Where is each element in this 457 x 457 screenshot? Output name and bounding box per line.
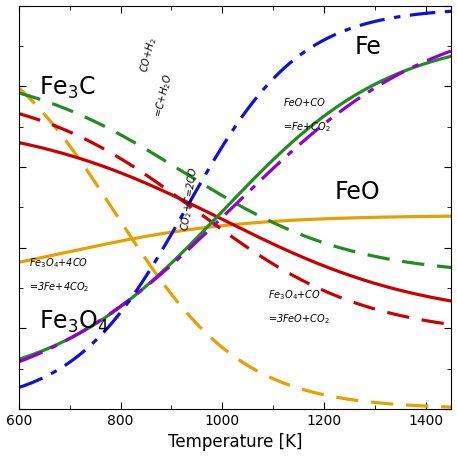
Text: =3FeO+CO$_2$: =3FeO+CO$_2$ bbox=[268, 312, 330, 326]
Text: CO+H$_2$: CO+H$_2$ bbox=[138, 36, 159, 74]
Text: =Fe+CO$_2$: =Fe+CO$_2$ bbox=[283, 121, 331, 134]
X-axis label: Temperature [K]: Temperature [K] bbox=[168, 433, 303, 452]
Text: Fe$_3$O$_4$+4CO: Fe$_3$O$_4$+4CO bbox=[29, 256, 88, 270]
Text: Fe: Fe bbox=[355, 35, 382, 59]
Text: FeO+CO: FeO+CO bbox=[283, 98, 325, 108]
Text: =C+H$_2$O: =C+H$_2$O bbox=[152, 72, 176, 118]
Text: Fe$_3$C: Fe$_3$C bbox=[39, 74, 96, 101]
Text: Fe$_3$O$_4$+CO: Fe$_3$O$_4$+CO bbox=[268, 288, 321, 302]
Text: =3Fe+4CO$_2$: =3Fe+4CO$_2$ bbox=[29, 280, 90, 294]
Text: FeO: FeO bbox=[335, 180, 380, 204]
Text: CO$_2$+C=2CO: CO$_2$+C=2CO bbox=[178, 165, 201, 232]
Text: Fe$_3$O$_4$: Fe$_3$O$_4$ bbox=[39, 308, 109, 335]
